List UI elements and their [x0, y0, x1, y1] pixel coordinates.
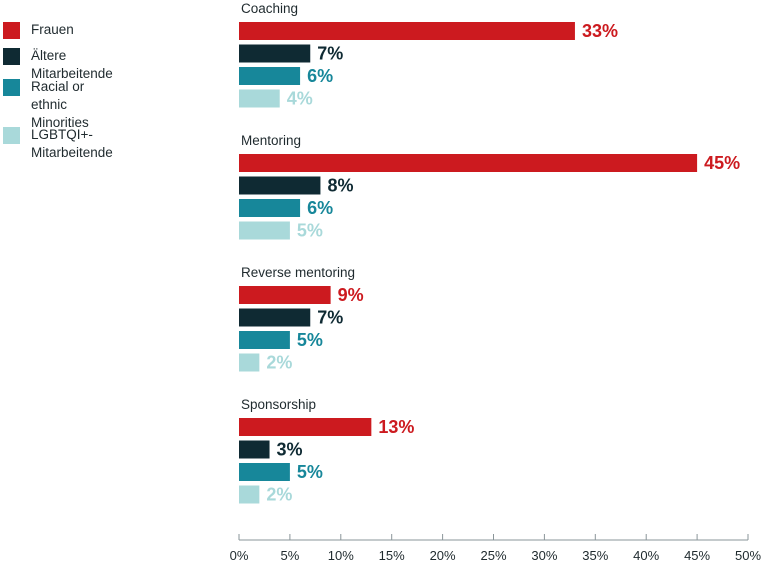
- bar-mentoring-1: [239, 154, 698, 172]
- data-label-mentoring-4: 5%: [297, 221, 323, 241]
- data-label-reverse-mentoring-1: 9%: [338, 285, 364, 305]
- legend-item-aeltere-mitarbeitende: Ältere Mitarbeitende: [3, 48, 113, 83]
- x-tick-label-8: 40%: [633, 548, 659, 563]
- legend-item-lgbtqi: LGBTQI+-Mitarbeitende: [3, 127, 113, 162]
- bar-reverse-mentoring-2: [239, 308, 311, 327]
- bar-reverse-mentoring-4: [239, 353, 260, 372]
- data-label-sponsorship-2: 3%: [277, 440, 303, 460]
- bar-sponsorship-4: [239, 485, 260, 504]
- legend-swatch-minorities: [3, 79, 20, 96]
- legend-label-aeltere-mitarbeitende: Ältere Mitarbeitende: [31, 48, 113, 81]
- bar-sponsorship-2: [239, 440, 270, 459]
- data-label-reverse-mentoring-4: 2%: [266, 353, 292, 373]
- bar-mentoring-3: [239, 199, 301, 217]
- bar-coaching-1: [239, 22, 575, 40]
- bar-mentoring-2: [239, 176, 321, 195]
- x-tick-label-5: 25%: [480, 548, 506, 563]
- bar-coaching-3: [239, 67, 301, 85]
- data-label-sponsorship-1: 13%: [378, 417, 414, 437]
- x-tick-label-6: 30%: [531, 548, 557, 563]
- x-tick-label-3: 15%: [379, 548, 405, 563]
- x-tick-label-7: 35%: [582, 548, 608, 563]
- category-label-mentoring: Mentoring: [241, 133, 301, 148]
- legend-swatch-frauen: [3, 22, 20, 39]
- bar-mentoring-4: [239, 221, 290, 240]
- category-label-coaching: Coaching: [241, 1, 298, 16]
- bar-reverse-mentoring-3: [239, 331, 290, 349]
- data-label-coaching-4: 4%: [287, 89, 313, 109]
- data-label-reverse-mentoring-2: 7%: [317, 308, 343, 328]
- bar-reverse-mentoring-1: [239, 286, 331, 304]
- legend-label-lgbtqi: LGBTQI+-Mitarbeitende: [31, 127, 113, 160]
- data-label-mentoring-3: 6%: [307, 198, 333, 218]
- legend-label-minorities: Racial or ethnic Minorities: [31, 79, 89, 130]
- x-tick-label-1: 5%: [281, 548, 300, 563]
- data-label-sponsorship-3: 5%: [297, 462, 323, 482]
- data-label-mentoring-2: 8%: [327, 176, 353, 196]
- bar-coaching-4: [239, 89, 280, 108]
- x-tick-label-0: 0%: [230, 548, 249, 563]
- legend-item-frauen: Frauen: [3, 22, 74, 39]
- legend-swatch-aeltere-mitarbeitende: [3, 48, 20, 65]
- category-label-sponsorship: Sponsorship: [241, 397, 316, 412]
- bar-sponsorship-3: [239, 463, 290, 481]
- data-label-mentoring-1: 45%: [704, 153, 740, 173]
- legend-label-frauen: Frauen: [31, 22, 74, 37]
- legend-item-minorities: Racial or ethnic Minorities: [3, 79, 89, 132]
- bar-sponsorship-1: [239, 418, 372, 436]
- legend-swatch-lgbtqi: [3, 127, 20, 144]
- data-label-reverse-mentoring-3: 5%: [297, 330, 323, 350]
- x-tick-label-4: 20%: [430, 548, 456, 563]
- category-label-reverse-mentoring: Reverse mentoring: [241, 265, 355, 280]
- x-tick-label-9: 45%: [684, 548, 710, 563]
- data-label-sponsorship-4: 2%: [266, 485, 292, 505]
- bar-coaching-2: [239, 44, 311, 63]
- data-label-coaching-3: 6%: [307, 66, 333, 86]
- data-label-coaching-2: 7%: [317, 44, 343, 64]
- x-tick-label-10: 50%: [735, 548, 761, 563]
- data-label-coaching-1: 33%: [582, 21, 618, 41]
- x-tick-label-2: 10%: [328, 548, 354, 563]
